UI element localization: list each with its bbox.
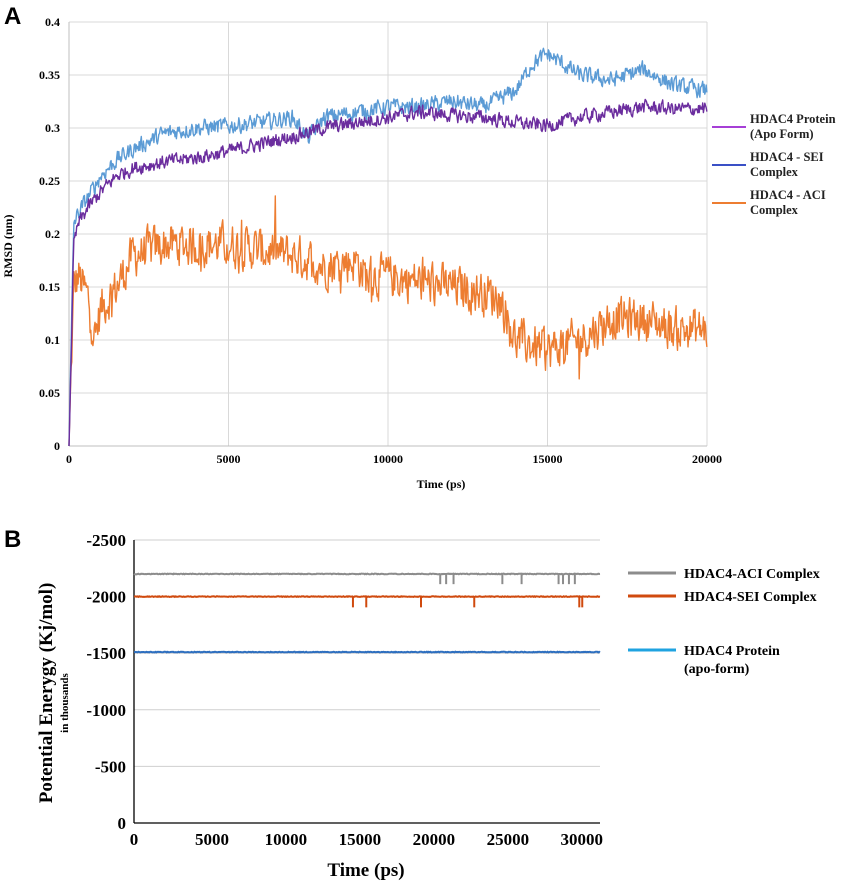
rmsd-series-line-hdac4-sei-complex (68, 47, 708, 447)
energy-x-tick-label: 20000 (413, 830, 456, 849)
rmsd-series (68, 47, 708, 447)
rmsd-series-line-hdac4-protein-apo-form (68, 98, 708, 447)
rmsd-axes (68, 22, 707, 447)
rmsd-y-tick-label: 0.35 (39, 68, 60, 82)
energy-line (133, 572, 601, 576)
energy-y-tick-label: -1500 (86, 644, 126, 663)
energy-y-tick-label: -1000 (86, 701, 126, 720)
rmsd-legend-label: HDAC4 - ACI (750, 188, 826, 202)
rmsd-series-line-hdac4-aci-complex (68, 195, 708, 447)
rmsd-x-tick-label: 0 (66, 452, 72, 466)
energy-x-tick-label: 10000 (265, 830, 308, 849)
rmsd-chart: 0 0.05 0.1 0.15 0.2 0.25 0.3 0.35 0.4 0 5000 10000 1… (1, 15, 836, 491)
rmsd-legend: HDAC4 Protein(Apo Form)HDAC4 - SEIComple… (712, 112, 836, 217)
energy-x-tick-label: 0 (130, 830, 139, 849)
panel-letter-a: A (4, 3, 21, 30)
rmsd-gridlines (69, 21, 708, 446)
energy-legend-label: HDAC4 Protein (684, 644, 780, 659)
energy-y-tick-label: -500 (95, 757, 126, 776)
energy-x-tick-label: 30000 (561, 830, 604, 849)
energy-line (133, 650, 601, 654)
rmsd-legend-item: HDAC4 Protein(Apo Form) (712, 112, 836, 141)
rmsd-y-tick-label: 0 (54, 439, 60, 453)
energy-series-hdac4-aci-complex (133, 572, 601, 585)
rmsd-y-tick-label: 0.25 (39, 174, 60, 188)
panel-letter-b: B (4, 526, 21, 553)
rmsd-y-axis-label: RMSD (nm) (1, 215, 15, 278)
rmsd-x-tick-label: 15000 (533, 452, 563, 466)
energy-x-axis-label: Time (ps) (327, 860, 404, 881)
energy-legend-item: HDAC4-SEI Complex (628, 590, 817, 605)
energy-legend: HDAC4-ACI Complex HDAC4-SEI Complex HDAC4 … (628, 567, 820, 677)
rmsd-x-axis-label: Time (ps) (417, 477, 466, 491)
energy-x-tick-label: 25000 (487, 830, 530, 849)
energy-chart: 0 -500 -1000 -1500 -2000 -2500 0 5000 10000 15000… (36, 531, 820, 881)
rmsd-y-tick-label: 0.4 (45, 15, 60, 29)
rmsd-legend-label: (Apo Form) (750, 127, 814, 141)
rmsd-x-tick-label: 5000 (217, 452, 241, 466)
energy-legend-label: (apo-form) (684, 662, 750, 677)
energy-x-tick-label: 15000 (339, 830, 382, 849)
rmsd-y-tick-label: 0.1 (45, 333, 60, 347)
rmsd-legend-label: Complex (750, 165, 799, 179)
rmsd-y-tick-label: 0.2 (45, 227, 60, 241)
rmsd-y-tick-label: 0.3 (45, 121, 60, 135)
energy-series (133, 572, 601, 654)
rmsd-legend-label: Complex (750, 203, 799, 217)
energy-axes (133, 540, 600, 824)
energy-series-hdac4-protein-apo-form (133, 650, 601, 654)
energy-y-axis-label: Potential Enerygy (Kj/mol) (36, 583, 57, 804)
energy-y-tick-label: 0 (118, 814, 127, 833)
energy-legend-item: HDAC4 Protein (apo-form) (628, 644, 780, 677)
rmsd-x-tick-label: 10000 (373, 452, 403, 466)
energy-legend-label: HDAC4-ACI Complex (684, 567, 820, 582)
energy-y-tick-label: -2000 (86, 588, 126, 607)
energy-series-hdac4-sei-complex (133, 595, 601, 608)
energy-y-axis-sublabel: in thousands (59, 672, 71, 732)
rmsd-tick-labels: 0 0.05 0.1 0.15 0.2 0.25 0.3 0.35 0.4 0 5000 10000 1… (39, 15, 722, 466)
energy-tick-labels: 0 -500 -1000 -1500 -2000 -2500 0 5000 10000 15000… (86, 531, 603, 849)
rmsd-legend-label: HDAC4 Protein (750, 112, 836, 126)
rmsd-x-tick-label: 20000 (692, 452, 722, 466)
rmsd-y-tick-label: 0.05 (39, 386, 60, 400)
energy-x-tick-label: 5000 (195, 830, 229, 849)
rmsd-y-tick-label: 0.15 (39, 280, 60, 294)
energy-legend-label: HDAC4-SEI Complex (684, 590, 817, 605)
energy-y-tick-label: -2500 (86, 531, 126, 550)
energy-legend-item: HDAC4-ACI Complex (628, 567, 820, 582)
rmsd-legend-label: HDAC4 - SEI (750, 150, 824, 164)
